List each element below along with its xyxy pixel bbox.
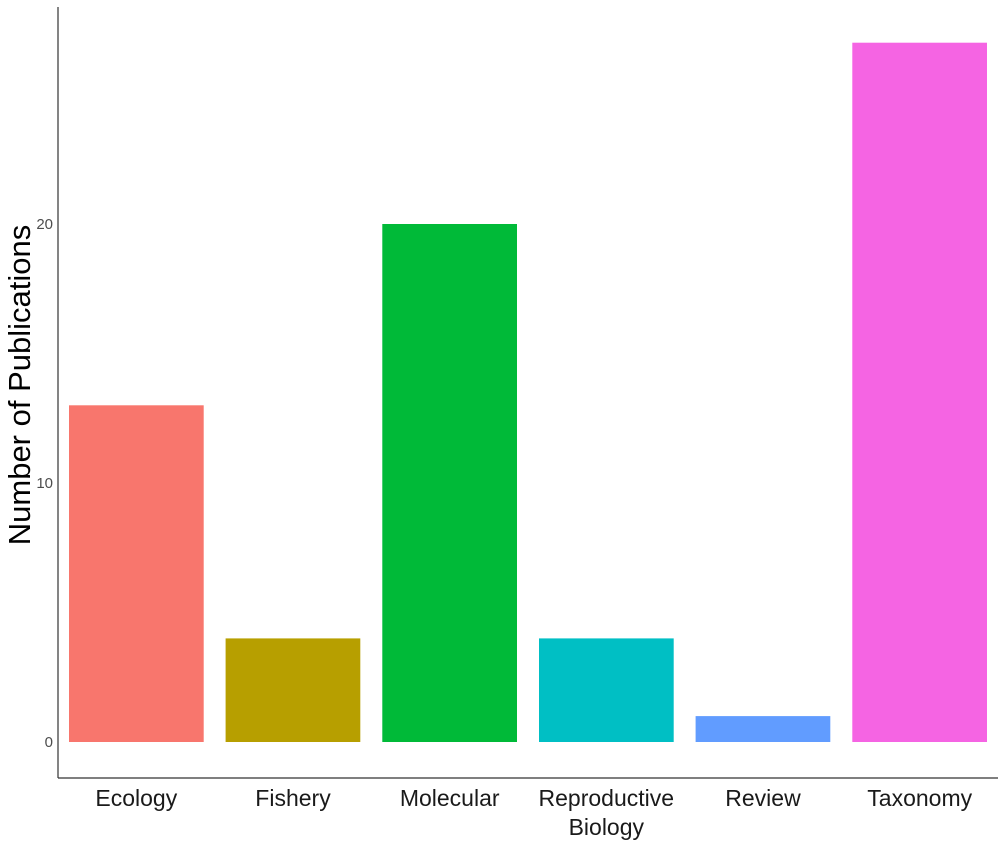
bar-ecology [69,405,204,742]
x-tick-label: Ecology [95,785,177,811]
x-tick-label: Review [725,785,801,811]
x-tick-label-line: Taxonomy [867,785,972,811]
bar-fishery [225,638,361,742]
x-tick-label: Molecular [400,785,500,811]
y-ticks-group: 0 10 20 [36,216,53,751]
x-tick-label-line: Biology [569,814,645,840]
x-tick-label-line: Reproductive [539,785,675,811]
bar-review [695,716,831,742]
y-tick-label: 10 [36,475,53,492]
y-tick-label: 20 [36,216,53,233]
x-tick-label-line: Fishery [255,785,331,811]
x-tick-label-line: Molecular [400,785,500,811]
x-tick-label-line: Review [725,785,801,811]
bar-reproductive [539,638,674,742]
bars-group [69,42,987,742]
bar-taxonomy [852,42,987,742]
y-axis-title: Number of Publications [2,225,37,546]
bar-molecular [382,224,517,742]
x-tick-label: Fishery [255,785,331,811]
x-tick-label: Taxonomy [867,785,972,811]
x-tick-label: Reproductive Biology [539,785,675,840]
x-labels-group: Ecology Fishery Molecular Reproductive Biolo… [95,785,972,840]
y-tick-label: 0 [45,734,53,751]
x-tick-label-line: Ecology [95,785,177,811]
